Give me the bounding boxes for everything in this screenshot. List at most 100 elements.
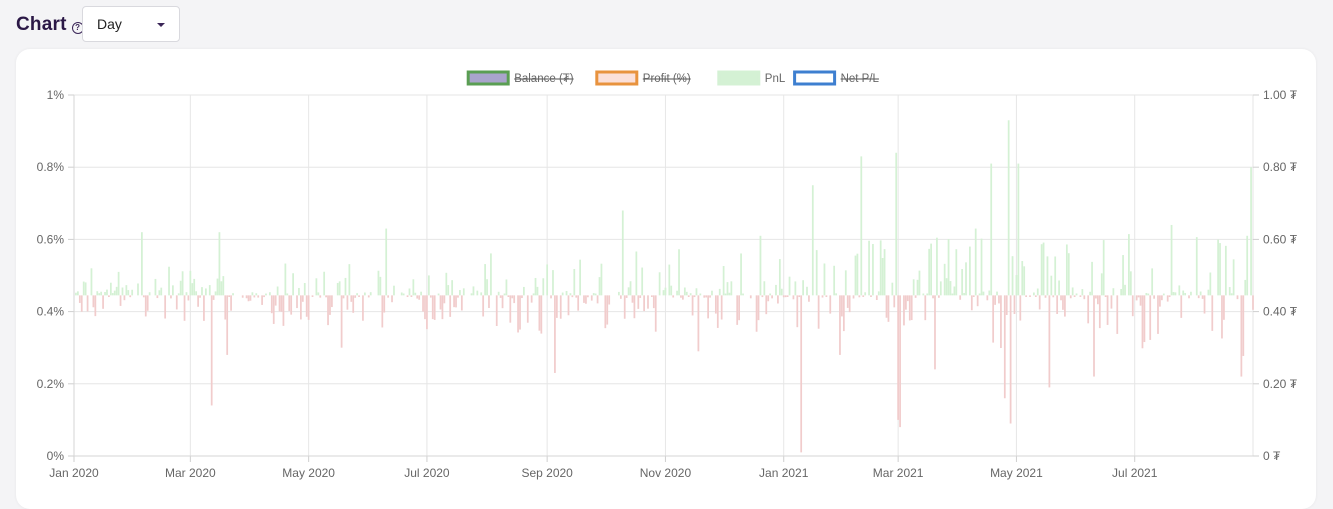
bar <box>1197 295 1200 299</box>
bar <box>910 295 913 321</box>
bar <box>416 295 419 299</box>
bar <box>693 295 696 298</box>
x-tick-label: Mar 2020 <box>165 466 216 480</box>
bar <box>115 286 118 296</box>
bar <box>402 293 405 296</box>
bar <box>755 295 758 332</box>
y-tick-label-right: 0.40 ₮ <box>1263 305 1298 319</box>
legend-item[interactable]: Profit (%) <box>595 70 691 86</box>
bar <box>1211 295 1214 331</box>
bar <box>608 295 611 305</box>
bar <box>561 292 564 296</box>
bar <box>113 290 116 296</box>
x-tick-label: Sep 2020 <box>521 466 573 480</box>
bar <box>782 295 785 298</box>
legend-item[interactable]: Balance (₮) <box>466 70 574 86</box>
legend-item[interactable]: PnL <box>717 70 786 86</box>
bar <box>887 295 890 322</box>
bar <box>470 293 473 296</box>
bar <box>998 295 1000 304</box>
bar <box>241 295 244 298</box>
bar <box>1046 256 1049 296</box>
bar <box>148 292 151 296</box>
legend-item[interactable]: Net P/L <box>793 70 880 86</box>
bar <box>274 295 277 306</box>
bar <box>280 295 283 312</box>
bar <box>885 295 888 318</box>
bar <box>433 295 436 320</box>
bar <box>426 295 428 330</box>
bar <box>1009 295 1012 424</box>
bar <box>1052 295 1055 298</box>
bar <box>775 284 777 296</box>
bar <box>455 295 457 308</box>
bar <box>895 152 898 296</box>
bar <box>906 295 909 302</box>
bar <box>650 295 653 297</box>
bar <box>511 295 514 299</box>
bar <box>476 290 479 296</box>
bar <box>1129 271 1132 296</box>
y-tick-label-left: 0.8% <box>37 160 65 174</box>
bar <box>1023 266 1026 296</box>
bar <box>647 295 649 309</box>
bar <box>214 291 217 296</box>
bar <box>1137 295 1140 298</box>
bar <box>108 295 110 298</box>
x-tick-label: Nov 2020 <box>640 466 692 480</box>
bar <box>1000 295 1002 349</box>
bar <box>447 285 450 296</box>
bar <box>513 295 516 304</box>
bar <box>953 286 956 296</box>
bar <box>342 295 345 299</box>
bar <box>716 295 719 328</box>
bar <box>1143 295 1146 343</box>
bar <box>1149 295 1152 340</box>
bar <box>296 295 298 309</box>
bar <box>77 291 79 296</box>
legend-swatch <box>595 70 639 86</box>
bar <box>780 288 783 296</box>
bar <box>472 286 475 296</box>
x-tick-label: Jan 2021 <box>759 466 809 480</box>
bar <box>918 270 921 296</box>
bar <box>829 295 832 314</box>
bar <box>323 271 326 296</box>
bar <box>846 295 849 308</box>
bar <box>538 295 541 331</box>
bar <box>86 295 89 312</box>
bar <box>1217 239 1219 296</box>
bar <box>759 235 762 296</box>
chart-axes: 0% 0 ₮ 0.2% 0.20 ₮ 0.4% 0.40 ₮ 0.6% 0.60 ₮ 0.8% 0… <box>37 88 1298 480</box>
bar <box>891 282 894 296</box>
bar <box>111 293 114 296</box>
legend-label: PnL <box>765 73 786 85</box>
bar <box>336 282 339 296</box>
bar <box>222 276 225 296</box>
period-select[interactable]: Day <box>82 6 180 42</box>
bar <box>567 295 570 316</box>
bar <box>542 278 545 296</box>
bar <box>1025 295 1027 297</box>
bar <box>1062 295 1064 310</box>
bar <box>726 282 729 296</box>
bar <box>530 295 533 303</box>
bar <box>109 282 112 296</box>
bar <box>641 267 644 296</box>
bar <box>1069 295 1072 299</box>
bar <box>427 275 430 296</box>
bar <box>245 295 248 299</box>
bar <box>1089 291 1091 296</box>
bar <box>305 295 308 317</box>
bar <box>1036 288 1039 296</box>
bar <box>808 295 810 302</box>
pnl-chart: 0% 0 ₮ 0.2% 0.20 ₮ 0.4% 0.40 ₮ 0.6% 0.60 ₮ 0.8% 0… <box>37 70 1298 480</box>
bar <box>441 295 444 320</box>
bar <box>1122 255 1124 296</box>
caret-down-icon <box>157 23 165 27</box>
bar <box>1178 285 1181 296</box>
bar <box>947 238 950 296</box>
bar <box>552 270 554 296</box>
bar <box>1221 295 1223 339</box>
bar <box>1040 244 1043 296</box>
